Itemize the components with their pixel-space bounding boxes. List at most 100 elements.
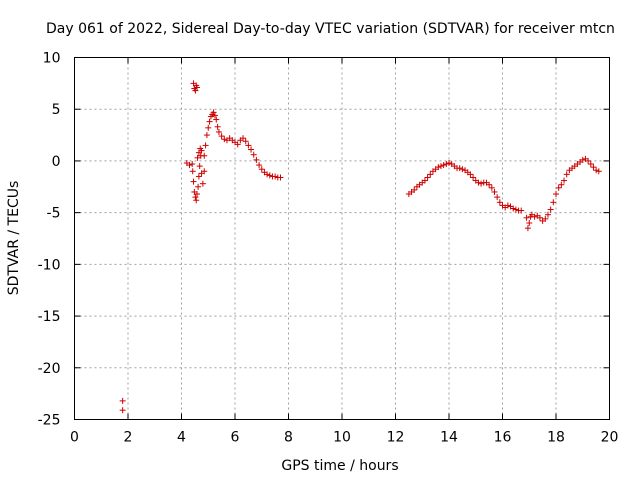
data-point [531,213,538,220]
data-point [510,205,517,212]
data-point [195,183,202,190]
data-point [218,133,225,140]
data-point [190,178,197,185]
data-point [470,174,477,181]
data-point [192,194,199,201]
plot-frame [74,57,610,420]
data-point [250,151,257,158]
data-point [524,225,531,232]
data-point [248,146,255,153]
data-point [440,162,447,169]
data-point [547,206,554,213]
data-point [579,156,586,163]
data-point [245,142,252,149]
data-point [264,171,271,178]
data-point [518,207,525,214]
y-tick-label: -20 [38,361,61,377]
y-tick-label: 10 [43,51,61,67]
data-point [424,174,431,181]
x-tick-label: 12 [387,430,405,446]
data-point [587,161,594,168]
grid-lines [74,57,610,420]
data-point [488,184,495,191]
data-point [585,157,592,164]
data-point [494,194,501,201]
x-tick-label: 20 [601,430,619,446]
data-point [203,132,210,139]
x-tick-label: 8 [284,430,293,446]
data-point [421,177,428,184]
data-point [201,168,208,175]
data-point [194,154,201,161]
data-point [215,128,222,135]
data-point [195,173,202,180]
data-point [221,136,228,143]
data-point [486,181,493,188]
data-point [526,219,533,226]
data-point [210,109,217,116]
y-tick-label: 5 [52,102,61,118]
data-point [443,161,450,168]
y-tick-label: -25 [38,413,61,429]
x-axis-title: GPS time / hours [281,458,398,474]
x-tick-label: 10 [333,430,351,446]
x-tick-label: 4 [177,430,186,446]
data-point [491,188,498,195]
x-tick-label: 18 [547,430,565,446]
data-point [467,171,474,178]
data-point [512,206,519,213]
x-tick-labels: 0 2 4 6 8 10 12 14 16 18 20 [70,430,618,446]
data-point [550,199,557,206]
data-point [201,152,208,159]
data-point [205,124,212,131]
data-point [496,199,503,206]
data-point [256,162,263,169]
data-point [186,162,193,169]
data-point [411,186,418,193]
data-point [272,173,279,180]
data-point [590,164,597,171]
data-point [456,165,463,172]
data-point [542,215,549,222]
x-tick-label: 6 [231,430,240,446]
data-point [459,166,466,173]
data-point [595,168,602,175]
data-point [206,118,213,125]
data-point [475,179,482,186]
data-point [119,407,126,414]
y-tick-label: -10 [38,257,61,273]
chart-title: Day 061 of 2022, Sidereal Day-to-day VTE… [46,21,615,37]
data-point [192,87,199,94]
data-point [558,181,565,188]
y-tick-label: 0 [52,154,61,170]
x-tick-label: 2 [124,430,133,446]
data-point [199,180,206,187]
data-point [266,172,273,179]
data-point [193,197,200,204]
data-point [544,211,551,218]
x-tick-label: 16 [494,430,512,446]
data-point [523,214,530,221]
data-point [258,166,265,173]
y-tick-label: -15 [38,309,61,325]
data-point [234,141,241,148]
data-point [214,123,221,130]
data-point [189,161,196,168]
data-point [277,174,284,181]
data-point [213,116,220,123]
x-tick-label: 0 [70,430,79,446]
data-point [478,180,485,187]
data-point [553,191,559,198]
data-point [504,202,511,209]
data-point [561,177,568,184]
data-point [563,171,570,178]
data-point [195,149,202,156]
data-point [437,163,444,170]
data-point [253,156,260,163]
x-tick-label: 14 [440,430,458,446]
data-point [240,135,247,142]
data-points [119,80,602,414]
data-point [189,168,196,175]
data-point [427,171,434,178]
data-point [242,138,249,145]
